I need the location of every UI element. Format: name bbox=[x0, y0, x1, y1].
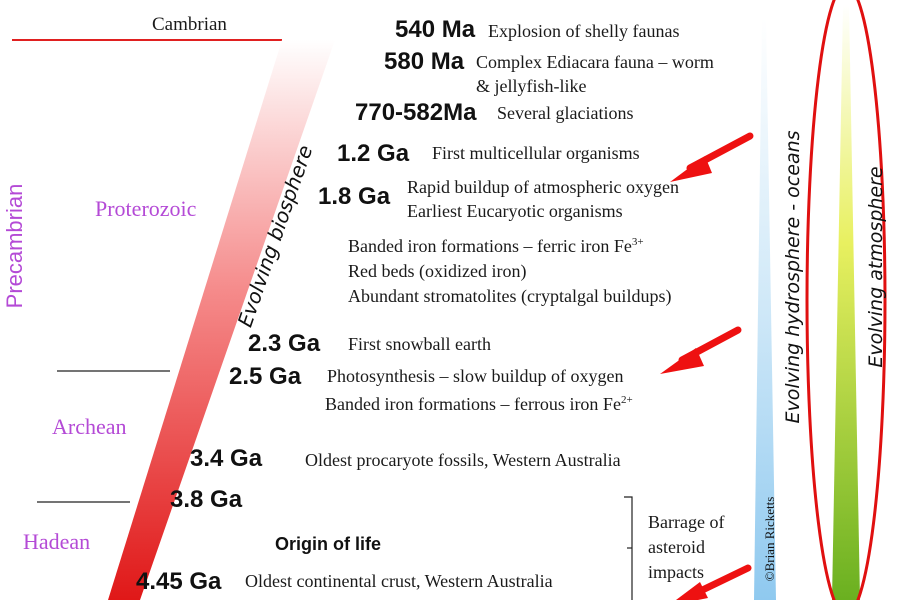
event-age: 540 Ma bbox=[395, 16, 476, 43]
note-bif-ferric: Banded iron formations – ferric iron Fe3… bbox=[348, 236, 644, 256]
atmosphere-ellipse bbox=[805, 0, 887, 600]
note-bif-ferrous: Banded iron formations – ferrous iron Fe… bbox=[325, 394, 633, 414]
event-text-line2: Earliest Eucaryotic organisms bbox=[407, 201, 623, 221]
event-age: 3.4 Ga bbox=[190, 445, 263, 472]
event-text: Rapid buildup of atmospheric oxygen bbox=[407, 177, 679, 197]
origin-of-life-label: Origin of life bbox=[275, 534, 381, 554]
event-text: First snowball earth bbox=[348, 334, 491, 354]
note-stromatolites: Abundant stromatolites (cryptalgal build… bbox=[348, 286, 672, 306]
event-age: 2.5 Ga bbox=[229, 363, 302, 390]
proterozoic-label: Proterozoic bbox=[95, 196, 197, 221]
hadean-label: Hadean bbox=[23, 529, 91, 554]
note-red-beds: Red beds (oxidized iron) bbox=[348, 261, 527, 281]
arrow-oxygen-slow bbox=[660, 326, 742, 374]
event-text: Oldest continental crust, Western Austra… bbox=[245, 571, 553, 591]
atmosphere-label: Evolving atmosphere bbox=[865, 166, 887, 368]
cambrian-label: Cambrian bbox=[152, 14, 227, 35]
event-age: 4.45 Ga bbox=[136, 568, 222, 595]
barrage-line-2: asteroid bbox=[648, 537, 705, 557]
barrage-line-1: Barrage of bbox=[648, 512, 725, 532]
arrow-oxygen-rapid bbox=[670, 132, 754, 182]
event-text: Complex Ediacara fauna – worm bbox=[476, 52, 714, 72]
arrow-origin bbox=[676, 564, 752, 600]
event-text: Oldest procaryote fossils, Western Austr… bbox=[305, 450, 621, 470]
archean-label: Archean bbox=[52, 414, 127, 439]
hydrosphere-wedge bbox=[754, 18, 776, 600]
event-text: Explosion of shelly faunas bbox=[488, 21, 680, 41]
atmosphere-wedge bbox=[832, 5, 860, 600]
event-age: 1.2 Ga bbox=[337, 140, 410, 167]
event-text: Photosynthesis – slow buildup of oxygen bbox=[327, 366, 624, 386]
event-age: 1.8 Ga bbox=[318, 183, 391, 210]
event-age: 2.3 Ga bbox=[248, 330, 321, 357]
barrage-line-3: impacts bbox=[648, 562, 704, 582]
biosphere-wedge bbox=[108, 40, 335, 600]
credit-label: ©Brian Ricketts bbox=[762, 496, 777, 582]
event-text: First multicellular organisms bbox=[432, 143, 640, 163]
event-age: 580 Ma bbox=[384, 48, 465, 75]
hydrosphere-label: Evolving hydrosphere - oceans bbox=[782, 130, 804, 424]
event-age: 3.8 Ga bbox=[170, 486, 243, 513]
precambrian-label: Precambrian bbox=[2, 183, 27, 309]
event-age: 770-582Ma bbox=[355, 99, 477, 126]
event-text: Several glaciations bbox=[497, 103, 634, 123]
asteroid-bracket bbox=[624, 496, 633, 600]
event-text-line2: & jellyfish-like bbox=[476, 76, 587, 96]
